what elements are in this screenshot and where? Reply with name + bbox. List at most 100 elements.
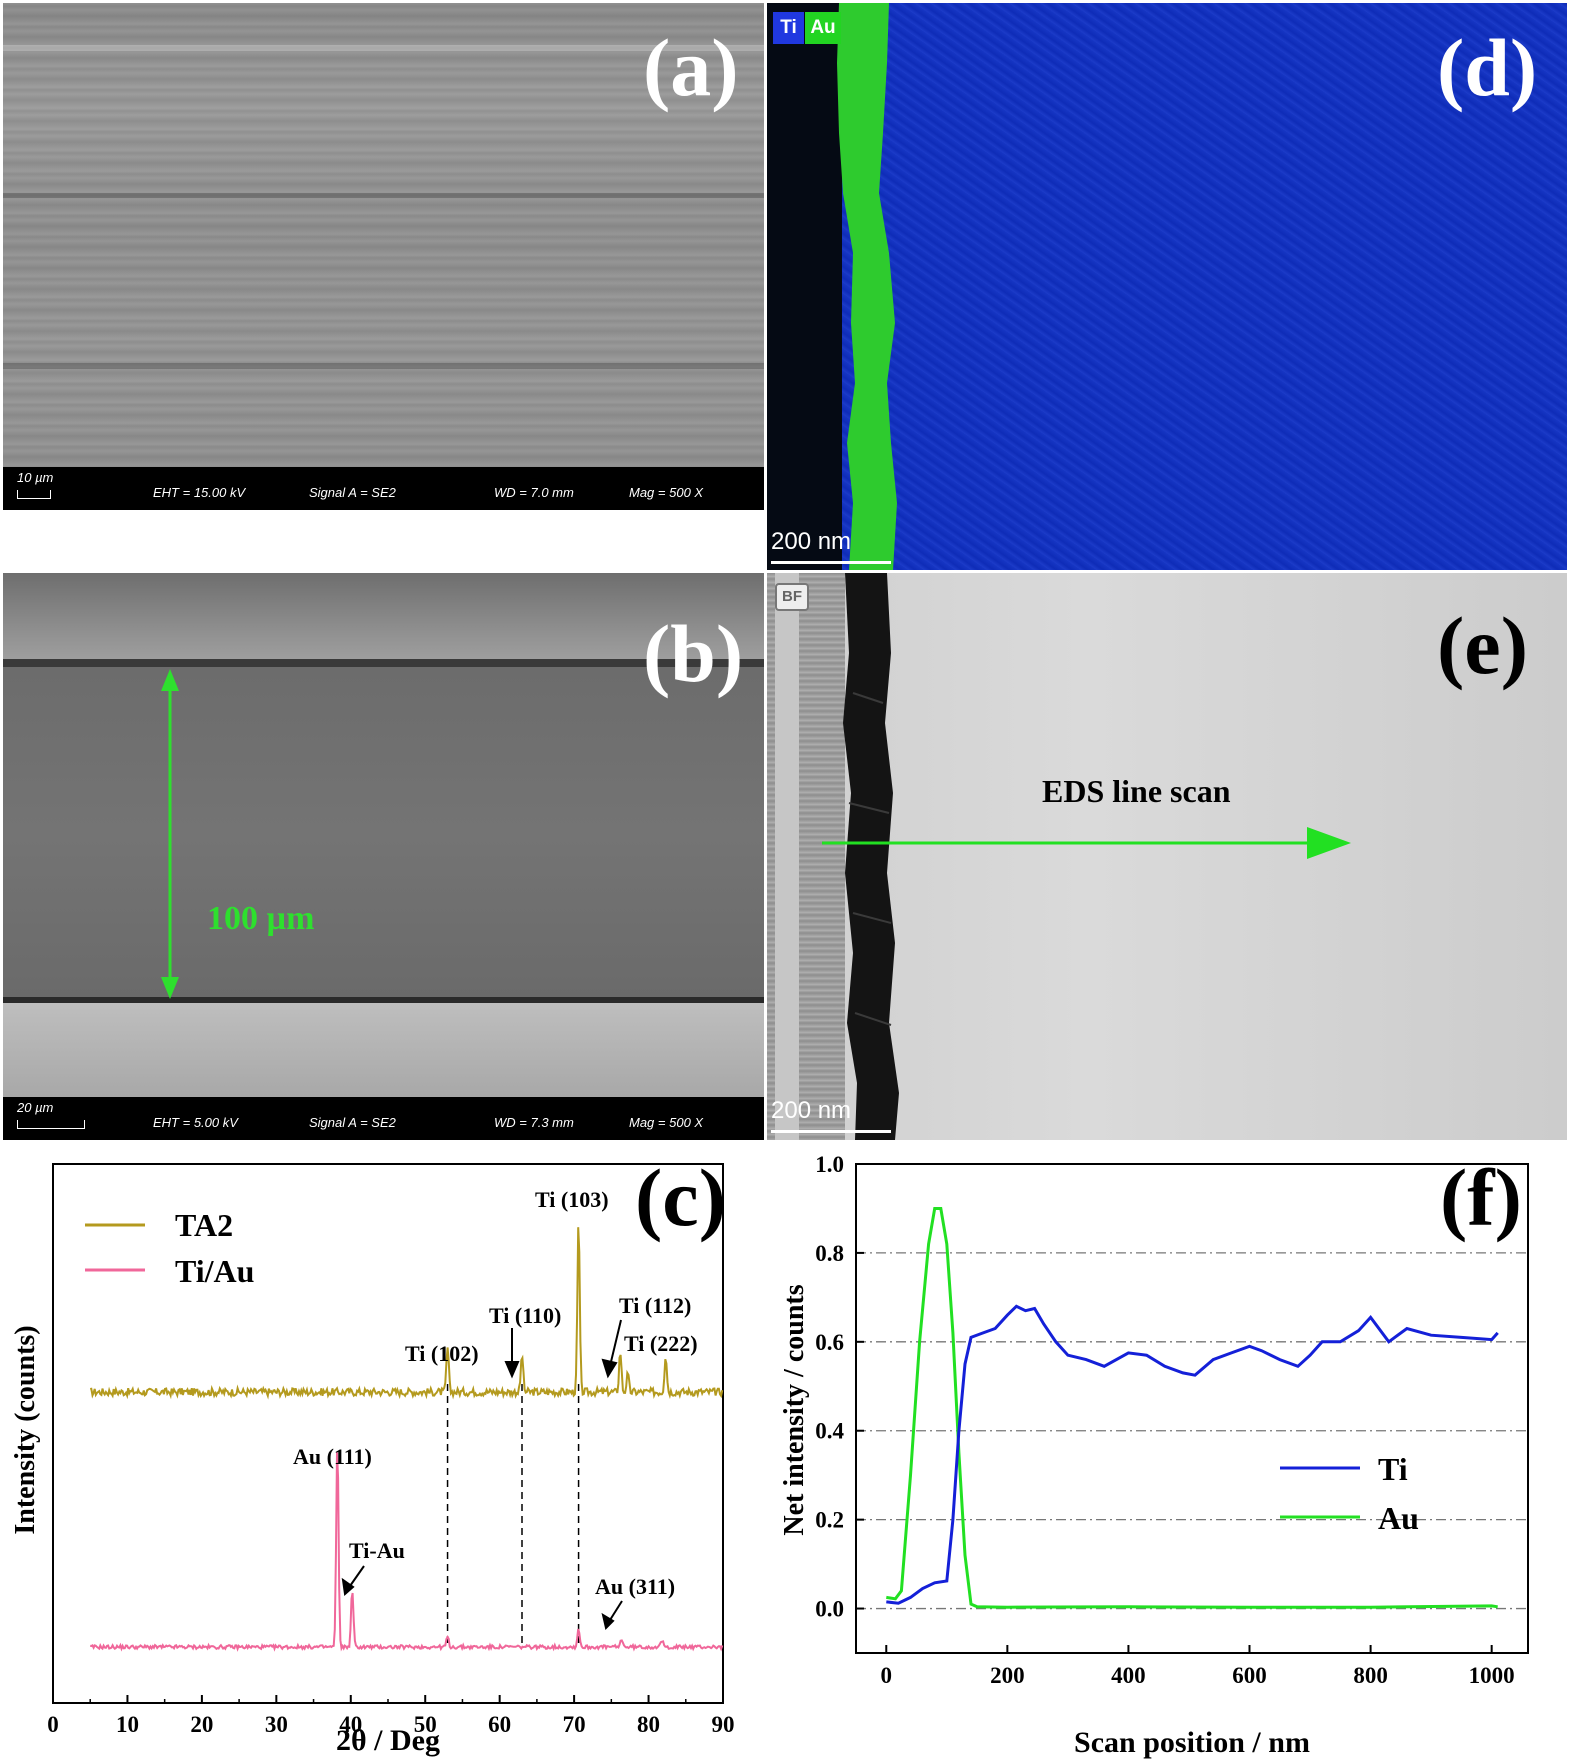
panel-label: (d): [1437, 22, 1538, 113]
scale-bar-line: [17, 490, 51, 499]
annotation-au-111: Au (111): [293, 1444, 372, 1469]
panel-label: (c): [635, 1152, 726, 1243]
series-line-ti-au: [89, 1452, 724, 1652]
mag-text: Mag = 500 X: [629, 485, 704, 500]
peak-annotations: Ti (103) Ti (110) Ti (112) Ti (102) Ti (…: [293, 1187, 698, 1599]
legend: TA2 Ti/Au: [85, 1207, 254, 1289]
x-axis: 0 10 20 30 40 50 60 70 80 90: [47, 1695, 735, 1737]
y-tick-label: 0.2: [815, 1508, 844, 1533]
cross-section-body: [3, 667, 764, 1001]
y-tick-label: 0.8: [815, 1241, 844, 1266]
wd-text: WD = 7.0 mm: [494, 485, 574, 500]
annotation-ti-102: Ti (102): [405, 1341, 479, 1366]
coating-edge: [3, 659, 764, 667]
annotation-ti-110: Ti (110): [489, 1303, 561, 1328]
signal-text: Signal A = SE2: [309, 485, 396, 500]
y-axis-label: Net intensity / counts: [779, 1284, 810, 1535]
x-tick-label: 0: [47, 1712, 59, 1737]
x-tick-label: 50: [414, 1712, 437, 1737]
surface-groove: [3, 363, 764, 369]
plot-frame: [855, 1163, 1529, 1654]
plot-frame: [52, 1163, 724, 1704]
surface-groove: [3, 193, 764, 198]
eht-text: EHT = 15.00 kV: [153, 485, 246, 500]
grid-lines: [856, 1252, 1528, 1610]
substrate-region: [3, 1003, 764, 1097]
xrd-chart: 0 10 20 30 40 50 60 70 80 90 TA2 Ti/Au Ti (103) T…: [10, 1152, 735, 1757]
x-tick-label: 1000: [1469, 1663, 1515, 1688]
x-axis-label: Scan position / nm: [1074, 1726, 1310, 1759]
y-tick-label: 0.0: [815, 1597, 844, 1622]
legend-label-ti: Ti: [1378, 1451, 1408, 1487]
thickness-arrow: [161, 669, 179, 999]
legend: Ti Au: [1280, 1451, 1419, 1536]
mag-text: Mag = 500 X: [629, 1115, 704, 1130]
scale-bar-text: 20 µm: [17, 1100, 54, 1115]
eht-text: EHT = 5.00 kV: [153, 1115, 238, 1130]
scale-bar-text: 10 µm: [17, 470, 54, 485]
scale-bar-line: [17, 1120, 85, 1129]
legend-label-au: Au: [1378, 1500, 1419, 1536]
x-tick-label: 10: [116, 1712, 139, 1737]
bf-badge: BF: [775, 583, 809, 611]
x-tick-label: 60: [488, 1712, 511, 1737]
x-tick-label: 0: [881, 1663, 893, 1688]
annotation-ti-112: Ti (112): [619, 1293, 691, 1318]
x-tick-label: 20: [190, 1712, 213, 1737]
panel-b-sem-cross-section: 100 µm (b) 20 µm EHT = 5.00 kV Signal A …: [3, 573, 764, 1140]
series-line-ti: [886, 1304, 1499, 1605]
thickness-label: 100 µm: [207, 900, 315, 937]
x-tick-label: 800: [1353, 1663, 1388, 1688]
x-tick-label: 600: [1232, 1663, 1267, 1688]
vacuum-region: [767, 3, 842, 570]
panel-label: (a): [643, 22, 739, 113]
sem-info-bar: 10 µm EHT = 15.00 kV Signal A = SE2 WD =…: [3, 467, 764, 510]
legend-au-chip: Au: [805, 12, 841, 44]
legend-ti-chip: Ti: [773, 12, 804, 44]
line-scan-chart: 0.0 0.2 0.4 0.6 0.8 1.0 0 200 400 600 800 1000 Ti A…: [779, 1152, 1529, 1759]
y-axis-label: Intensity (counts): [10, 1325, 41, 1534]
signal-text: Signal A = SE2: [309, 1115, 396, 1130]
scale-bar-line: [771, 1130, 891, 1133]
annotation-arrows: [341, 1319, 623, 1630]
annotation-au-311: Au (311): [595, 1574, 675, 1599]
wd-text: WD = 7.3 mm: [494, 1115, 574, 1130]
ti-region-texture: [767, 3, 1567, 570]
x-axis-label: 2θ / Deg: [336, 1724, 440, 1757]
scan-label: EDS line scan: [1042, 773, 1231, 809]
annotation-ti-103: Ti (103): [535, 1187, 609, 1212]
series-line-au: [886, 1207, 1498, 1609]
y-tick-label: 0.4: [815, 1419, 844, 1444]
au-layer: [837, 3, 897, 570]
scan-arrow: [822, 827, 1351, 859]
scale-bar-text: 200 nm: [771, 1097, 852, 1124]
x-tick-label: 40: [339, 1712, 362, 1737]
panel-e-tem-bright-field: BF EDS line scan 200 nm (e): [767, 573, 1567, 1140]
dashed-guides: [446, 1384, 580, 1645]
panel-a-sem-surface: (a) 10 µm EHT = 15.00 kV Signal A = SE2 …: [3, 3, 764, 510]
x-tick-label: 70: [563, 1712, 586, 1737]
y-tick-label: 1.0: [815, 1152, 844, 1177]
bottom-edge: [3, 997, 764, 1003]
x-tick-label: 400: [1111, 1663, 1146, 1688]
annotation-ti-au: Ti-Au: [349, 1538, 405, 1563]
sem-info-bar: 20 µm EHT = 5.00 kV Signal A = SE2 WD = …: [3, 1097, 764, 1140]
x-tick-label: 80: [637, 1712, 660, 1737]
surface-scratch-texture: [3, 3, 764, 467]
top-region: [3, 573, 764, 663]
x-tick-label: 200: [990, 1663, 1025, 1688]
legend-label-ti-au: Ti/Au: [175, 1253, 254, 1289]
x-tick-label: 30: [265, 1712, 288, 1737]
series-line-ta2: [90, 1227, 724, 1400]
resin-band: [775, 573, 799, 1140]
panel-label: (e): [1437, 600, 1529, 691]
scale-bar-text: 200 nm: [771, 528, 852, 555]
annotation-ti-222: Ti (222): [624, 1331, 698, 1356]
x-tick-label: 90: [712, 1712, 735, 1737]
scale-bar-line: [771, 561, 891, 564]
au-layer-dark: [843, 573, 899, 1140]
axes: 0.0 0.2 0.4 0.6 0.8 1.0 0 200 400 600 800 1000: [815, 1152, 1514, 1688]
legend-label-ta2: TA2: [175, 1207, 233, 1243]
surface-groove: [3, 45, 764, 51]
panel-label: (f): [1440, 1152, 1522, 1243]
